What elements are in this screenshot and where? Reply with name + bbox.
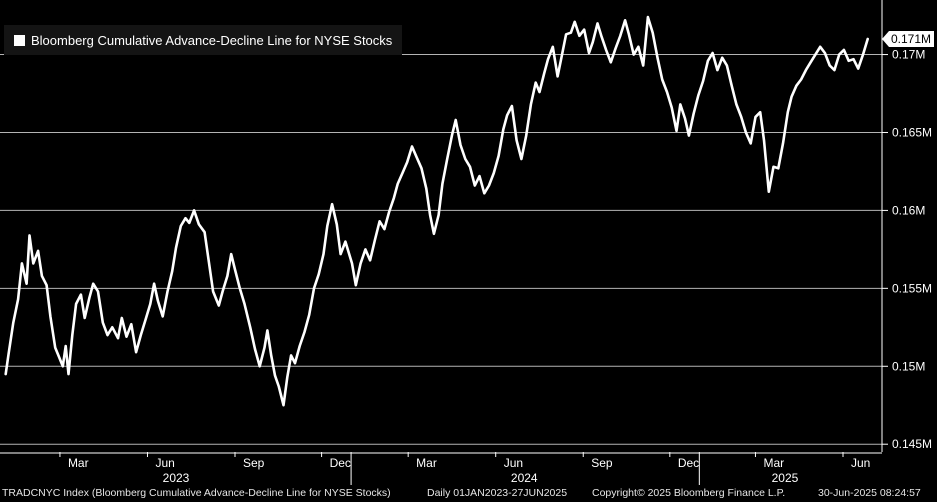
footer-timestamp: 30-Jun-2025 08:24:57 <box>818 487 921 499</box>
footer-copyright: Copyright© 2025 Bloomberg Finance L.P. <box>592 487 786 499</box>
y-tick-label: 0.165M <box>892 125 932 139</box>
chart-footer: TRADCNYC Index (Bloomberg Cumulative Adv… <box>0 486 937 502</box>
y-tick-label: 0.155M <box>892 281 932 295</box>
series-line <box>4 15 869 407</box>
y-tick-label: 0.17M <box>892 48 925 62</box>
y-tick-label: 0.16M <box>892 203 925 217</box>
x-tick-label: Dec <box>678 456 699 470</box>
last-value-label: 0.171M <box>891 32 931 46</box>
footer-range: Daily 01JAN2023-27JUN2025 <box>427 487 568 499</box>
x-tick-label: Mar <box>416 456 437 470</box>
x-tick-label: Mar <box>763 456 784 470</box>
x-year-label: 2023 <box>163 471 190 485</box>
x-tick-label: Dec <box>330 456 351 470</box>
x-tick-label: Jun <box>155 456 174 470</box>
legend: Bloomberg Cumulative Advance-Decline Lin… <box>4 25 403 55</box>
footer-ticker: TRADCNYC Index (Bloomberg Cumulative Adv… <box>2 487 391 499</box>
x-year-label: 2025 <box>772 471 799 485</box>
legend-label: Bloomberg Cumulative Advance-Decline Lin… <box>31 32 393 48</box>
chart-canvas: 0.145M 0.15M 0.155M 0.16M 0.165M 0.17M Mar Jun S… <box>0 0 934 485</box>
legend-swatch <box>14 34 25 46</box>
x-tick-label: Jun <box>851 456 870 470</box>
x-tick-label: Mar <box>68 456 89 470</box>
y-tick-label: 0.145M <box>892 437 932 451</box>
x-year-label: 2024 <box>511 471 538 485</box>
x-tick-label: Sep <box>243 456 265 470</box>
y-tick-label: 0.15M <box>892 359 925 373</box>
x-tick-label: Sep <box>591 456 613 470</box>
x-tick-label: Jun <box>504 456 523 470</box>
last-value-tag <box>882 30 934 47</box>
